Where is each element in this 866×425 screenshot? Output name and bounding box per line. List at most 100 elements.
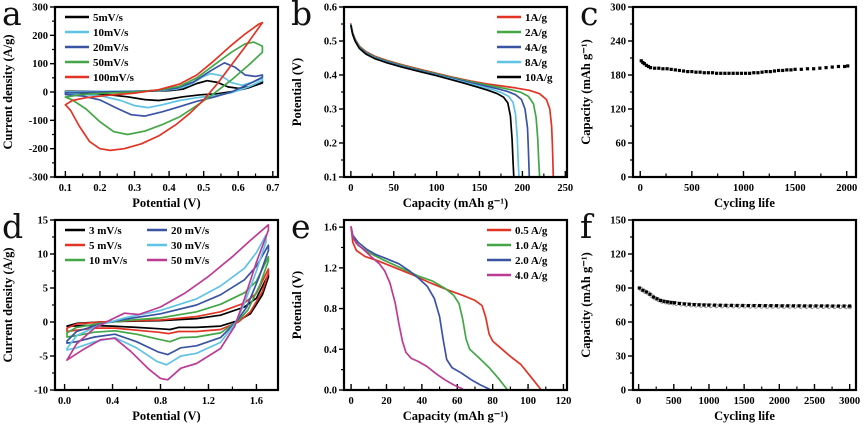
svg-text:0.6: 0.6: [232, 183, 245, 194]
svg-text:300: 300: [610, 3, 626, 14]
svg-text:0: 0: [348, 183, 353, 194]
svg-text:200: 200: [515, 183, 531, 194]
svg-text:2A/g: 2A/g: [525, 27, 548, 39]
legend: 0.5 A/g 1.0 A/g 2.0 A/g 4.0 A/g: [487, 225, 548, 282]
svg-text:0.0: 0.0: [324, 386, 337, 397]
svg-text:100: 100: [32, 59, 48, 70]
svg-text:5 mV/s: 5 mV/s: [89, 240, 122, 252]
svg-text:3000: 3000: [839, 396, 860, 407]
svg-text:60: 60: [452, 396, 463, 407]
y-axis-label: Capacity (mAh g⁻¹): [579, 252, 593, 357]
svg-text:30: 30: [616, 352, 627, 363]
svg-text:1.2: 1.2: [202, 396, 215, 407]
plot-frame: [631, 218, 858, 392]
panel-label-d: d: [2, 207, 24, 246]
svg-text:10 mV/s: 10 mV/s: [89, 255, 128, 267]
svg-text:5mV/s: 5mV/s: [93, 12, 124, 24]
panel-label-f: f: [580, 207, 593, 246]
svg-text:0.5 A/g: 0.5 A/g: [515, 225, 548, 237]
panel-a: 0.1 0.2 0.3 0.4 0.5 0.6 0.7 -300 -200 -100 0 100 200…: [0, 0, 288, 212]
svg-text:0.2: 0.2: [93, 183, 106, 194]
svg-text:120: 120: [610, 105, 626, 116]
svg-text:8A/g: 8A/g: [525, 57, 548, 69]
axes: 0.1 0.2 0.3 0.4 0.5 0.6 0.7 -300 -200 -100 0 100 200…: [29, 3, 280, 195]
panel-d: 0.0 0.4 0.8 1.2 1.6 -10 -5 0 5 10 15 Potential (V) C…: [0, 208, 288, 425]
y-axis-label: Current density (A/g): [1, 247, 15, 362]
x-axis-label: Potential (V): [132, 409, 200, 423]
svg-text:500: 500: [684, 183, 700, 194]
y-axis-label: Potential (V): [290, 58, 304, 126]
series-20-mV-s: [66, 244, 270, 356]
chart-f: 0 500 1000 1500 2000 2500 3000 0 30 60 90 120 150 Cyc…: [579, 216, 860, 424]
panel-e: 0 20 40 60 80 100 120 0.0 0.4 0.8 1.2 1.6 Capacity (…: [289, 208, 577, 425]
svg-text:15: 15: [38, 216, 49, 227]
series-50-mV-s: [66, 223, 270, 381]
x-axis-label: Capacity (mAh g⁻¹): [403, 196, 508, 210]
legend: 5mV/s 10mV/s 20mV/s 50mV/s 100mV/s: [65, 12, 135, 84]
series-4.0-A-g: [350, 226, 464, 390]
svg-text:2000: 2000: [769, 396, 790, 407]
svg-text:50 mV/s: 50 mV/s: [171, 255, 210, 267]
series-10mV-s: [64, 72, 264, 109]
svg-text:10mV/s: 10mV/s: [93, 27, 129, 39]
y-axis-label: Potential (V): [290, 271, 304, 339]
chart-d: 0.0 0.4 0.8 1.2 1.6 -10 -5 0 5 10 15 Potential (V) C…: [1, 216, 280, 423]
svg-text:150: 150: [472, 183, 488, 194]
series-charge: [638, 286, 852, 310]
series-8A-g: [350, 24, 520, 178]
svg-text:0.5: 0.5: [324, 37, 337, 48]
svg-text:20mV/s: 20mV/s: [93, 42, 129, 54]
svg-text:80: 80: [487, 396, 498, 407]
svg-text:0: 0: [636, 396, 641, 407]
svg-text:-200: -200: [29, 144, 48, 155]
panel-c: 0 500 1000 1500 2000 0 60 120 180 240 300 Cycling l…: [578, 0, 866, 212]
svg-text:200: 200: [32, 31, 48, 42]
svg-text:60: 60: [616, 139, 627, 150]
svg-text:120: 120: [556, 396, 572, 407]
svg-text:250: 250: [557, 183, 573, 194]
svg-text:2500: 2500: [804, 396, 825, 407]
plot-frame: [342, 5, 569, 179]
svg-text:4A/g: 4A/g: [525, 42, 548, 54]
svg-text:100mV/s: 100mV/s: [93, 72, 135, 84]
svg-text:3 mV/s: 3 mV/s: [89, 225, 122, 237]
panel-label-a: a: [2, 0, 22, 33]
series-10-mV-s: [66, 255, 270, 343]
svg-text:1A/g: 1A/g: [525, 12, 548, 24]
svg-text:1000: 1000: [698, 396, 719, 407]
svg-text:10A/g: 10A/g: [525, 72, 553, 84]
svg-text:20 mV/s: 20 mV/s: [171, 225, 210, 237]
series-1A-g: [350, 23, 555, 178]
svg-text:0.2: 0.2: [324, 139, 337, 150]
chart-c: 0 500 1000 1500 2000 0 60 120 180 240 300 Cycling l…: [579, 3, 857, 211]
svg-text:0: 0: [621, 386, 626, 397]
svg-text:0.8: 0.8: [324, 304, 337, 315]
svg-text:1.6: 1.6: [250, 396, 263, 407]
svg-text:1500: 1500: [734, 396, 755, 407]
series-discharge: [637, 286, 852, 308]
svg-text:500: 500: [666, 396, 682, 407]
plot-frame: [53, 218, 280, 392]
svg-text:5: 5: [43, 284, 48, 295]
legend: 3 mV/s 5 mV/s 10 mV/s 20 mV/s 30 mV/s 50 mV/s: [65, 225, 210, 267]
svg-text:1.2: 1.2: [324, 263, 337, 274]
svg-text:1000: 1000: [733, 183, 754, 194]
svg-text:100: 100: [520, 396, 536, 407]
svg-text:50mV/s: 50mV/s: [93, 57, 129, 69]
svg-text:180: 180: [610, 71, 626, 82]
y-axis-label: Current density (A/g): [1, 34, 15, 149]
svg-text:1500: 1500: [785, 183, 806, 194]
x-axis-label: Capacity (mAh g⁻¹): [403, 409, 508, 423]
svg-text:240: 240: [610, 37, 626, 48]
svg-text:150: 150: [610, 216, 626, 227]
panel-f: 0 500 1000 1500 2000 2500 3000 0 30 60 90 120 150 Cyc…: [578, 208, 866, 425]
panel-label-c: c: [580, 0, 599, 33]
svg-text:0.6: 0.6: [324, 3, 337, 14]
axes: 0 50 100 150 200 250 0.1 0.2 0.3 0.4 0.5 0.6: [324, 3, 573, 195]
panel-label-e: e: [291, 207, 311, 246]
svg-text:50: 50: [388, 183, 399, 194]
svg-text:0: 0: [348, 396, 353, 407]
svg-text:0.4: 0.4: [106, 396, 120, 407]
x-axis-label: Cycling life: [714, 409, 775, 423]
